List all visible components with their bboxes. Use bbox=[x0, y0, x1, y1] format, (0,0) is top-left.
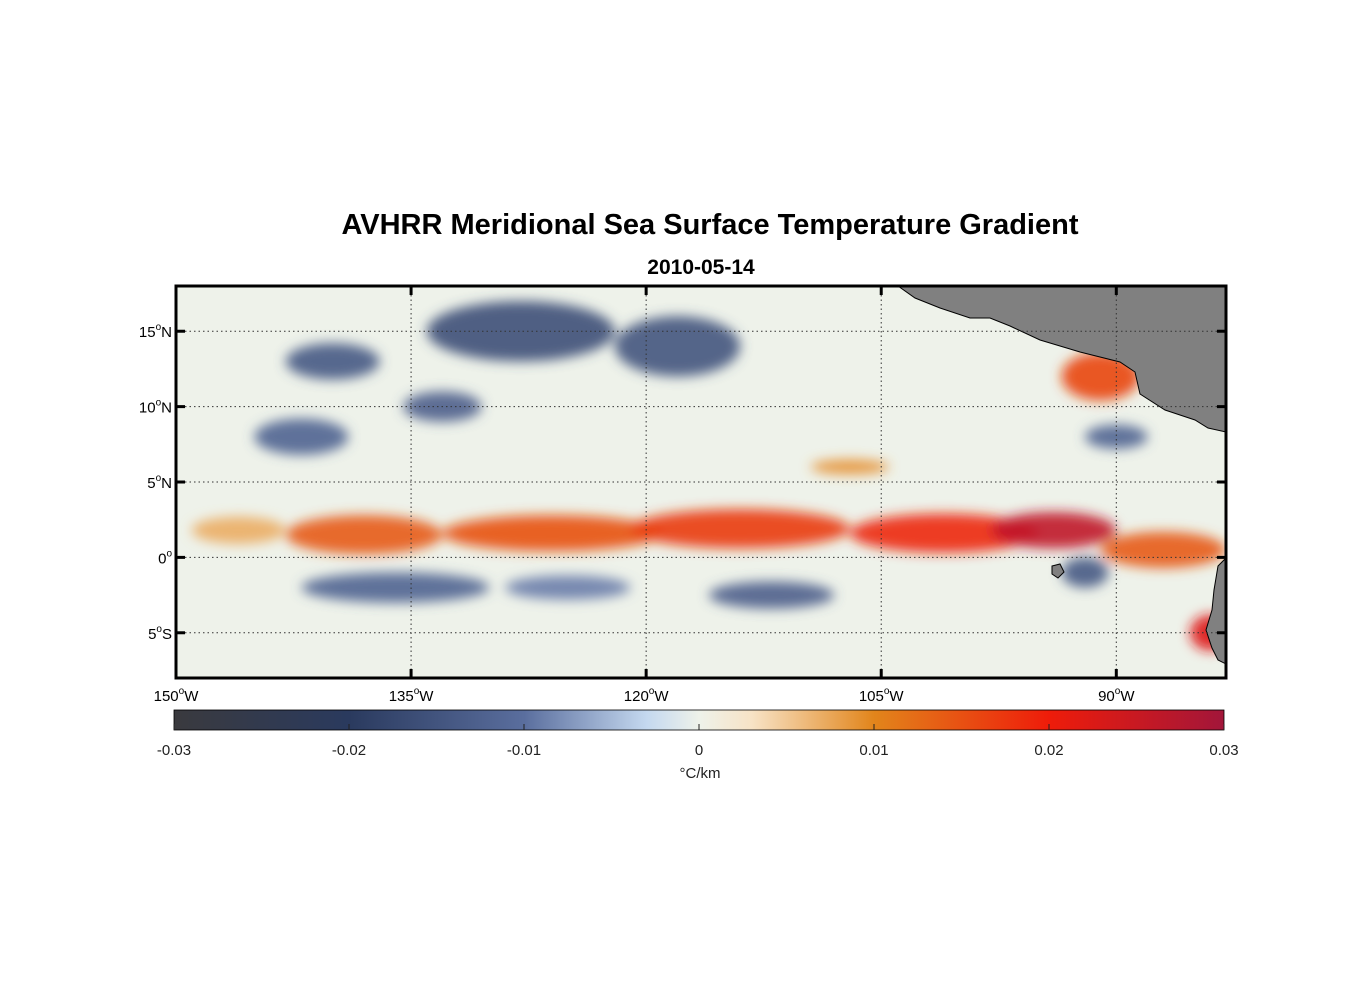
land-central-america bbox=[897, 286, 1226, 433]
y-tick-label: 0o bbox=[158, 548, 172, 567]
colorbar-tick-label: 0.02 bbox=[1034, 742, 1063, 759]
colorbar-tick-label: -0.02 bbox=[332, 742, 366, 759]
y-tick-label: 5oS bbox=[148, 624, 172, 643]
field-equatorial-front-main-2 bbox=[630, 509, 850, 549]
x-tick-label: 135oW bbox=[389, 686, 435, 705]
colorbar-tick-label: -0.01 bbox=[507, 742, 541, 759]
y-tick-label: 5oN bbox=[147, 473, 172, 492]
field-south-cold-1 bbox=[301, 572, 490, 603]
land-galapagos bbox=[1051, 563, 1065, 579]
colorbar-tick-label: -0.03 bbox=[157, 742, 191, 759]
x-axis-ticks: 150oW 135oW 120oW 105oW 90oW bbox=[154, 286, 1135, 705]
map-area bbox=[176, 286, 1226, 678]
colorbar: -0.03 -0.02 -0.01 0 0.01 0.02 0.03 °C/km bbox=[157, 709, 1239, 782]
x-tick-label: 105oW bbox=[859, 686, 905, 705]
chart-title: AVHRR Meridional Sea Surface Temperature… bbox=[341, 209, 1078, 241]
colorbar-tick-label: 0.01 bbox=[859, 742, 888, 759]
field-north-band-cold-2 bbox=[614, 316, 741, 377]
field-south-cold-3 bbox=[505, 575, 631, 600]
gradient-field bbox=[191, 301, 1226, 651]
x-tick-label: 120oW bbox=[624, 686, 670, 705]
colorbar-label: °C/km bbox=[680, 765, 721, 782]
field-equatorial-front-main-1 bbox=[442, 515, 662, 552]
field-north-band-cold-1 bbox=[426, 301, 615, 362]
y-tick-label: 10oN bbox=[139, 398, 172, 417]
chart-subtitle: 2010-05-14 bbox=[647, 256, 755, 279]
field-east-cold-south bbox=[1061, 557, 1109, 588]
field-equatorial-front-main-3 bbox=[849, 513, 1038, 553]
field-galapagos-front bbox=[1100, 531, 1226, 568]
field-front-tail-far-west bbox=[191, 516, 286, 544]
field-west-cold-1 bbox=[254, 418, 349, 455]
field-equatorial-front-east bbox=[990, 512, 1117, 549]
field-central-america-warm bbox=[1061, 352, 1140, 401]
field-east-cold bbox=[1084, 424, 1148, 449]
field-south-cold-2 bbox=[708, 581, 835, 609]
x-tick-label: 150oW bbox=[154, 686, 200, 705]
field-ne-warm-patch bbox=[810, 459, 890, 475]
field-equatorial-front-west bbox=[285, 515, 443, 555]
colorbar-ticks: -0.03 -0.02 -0.01 0 0.01 0.02 0.03 bbox=[157, 724, 1239, 759]
colorbar-tick-label: 0.03 bbox=[1209, 742, 1238, 759]
y-tick-label: 15oN bbox=[139, 322, 172, 341]
field-north-band-cold-3 bbox=[285, 343, 380, 380]
land-south-america bbox=[1205, 557, 1226, 665]
x-tick-label: 90oW bbox=[1098, 686, 1135, 705]
colorbar-tick-label: 0 bbox=[695, 742, 703, 759]
y-axis-ticks: 15oN 10oN 5oN 0o 5oS bbox=[139, 322, 1226, 643]
